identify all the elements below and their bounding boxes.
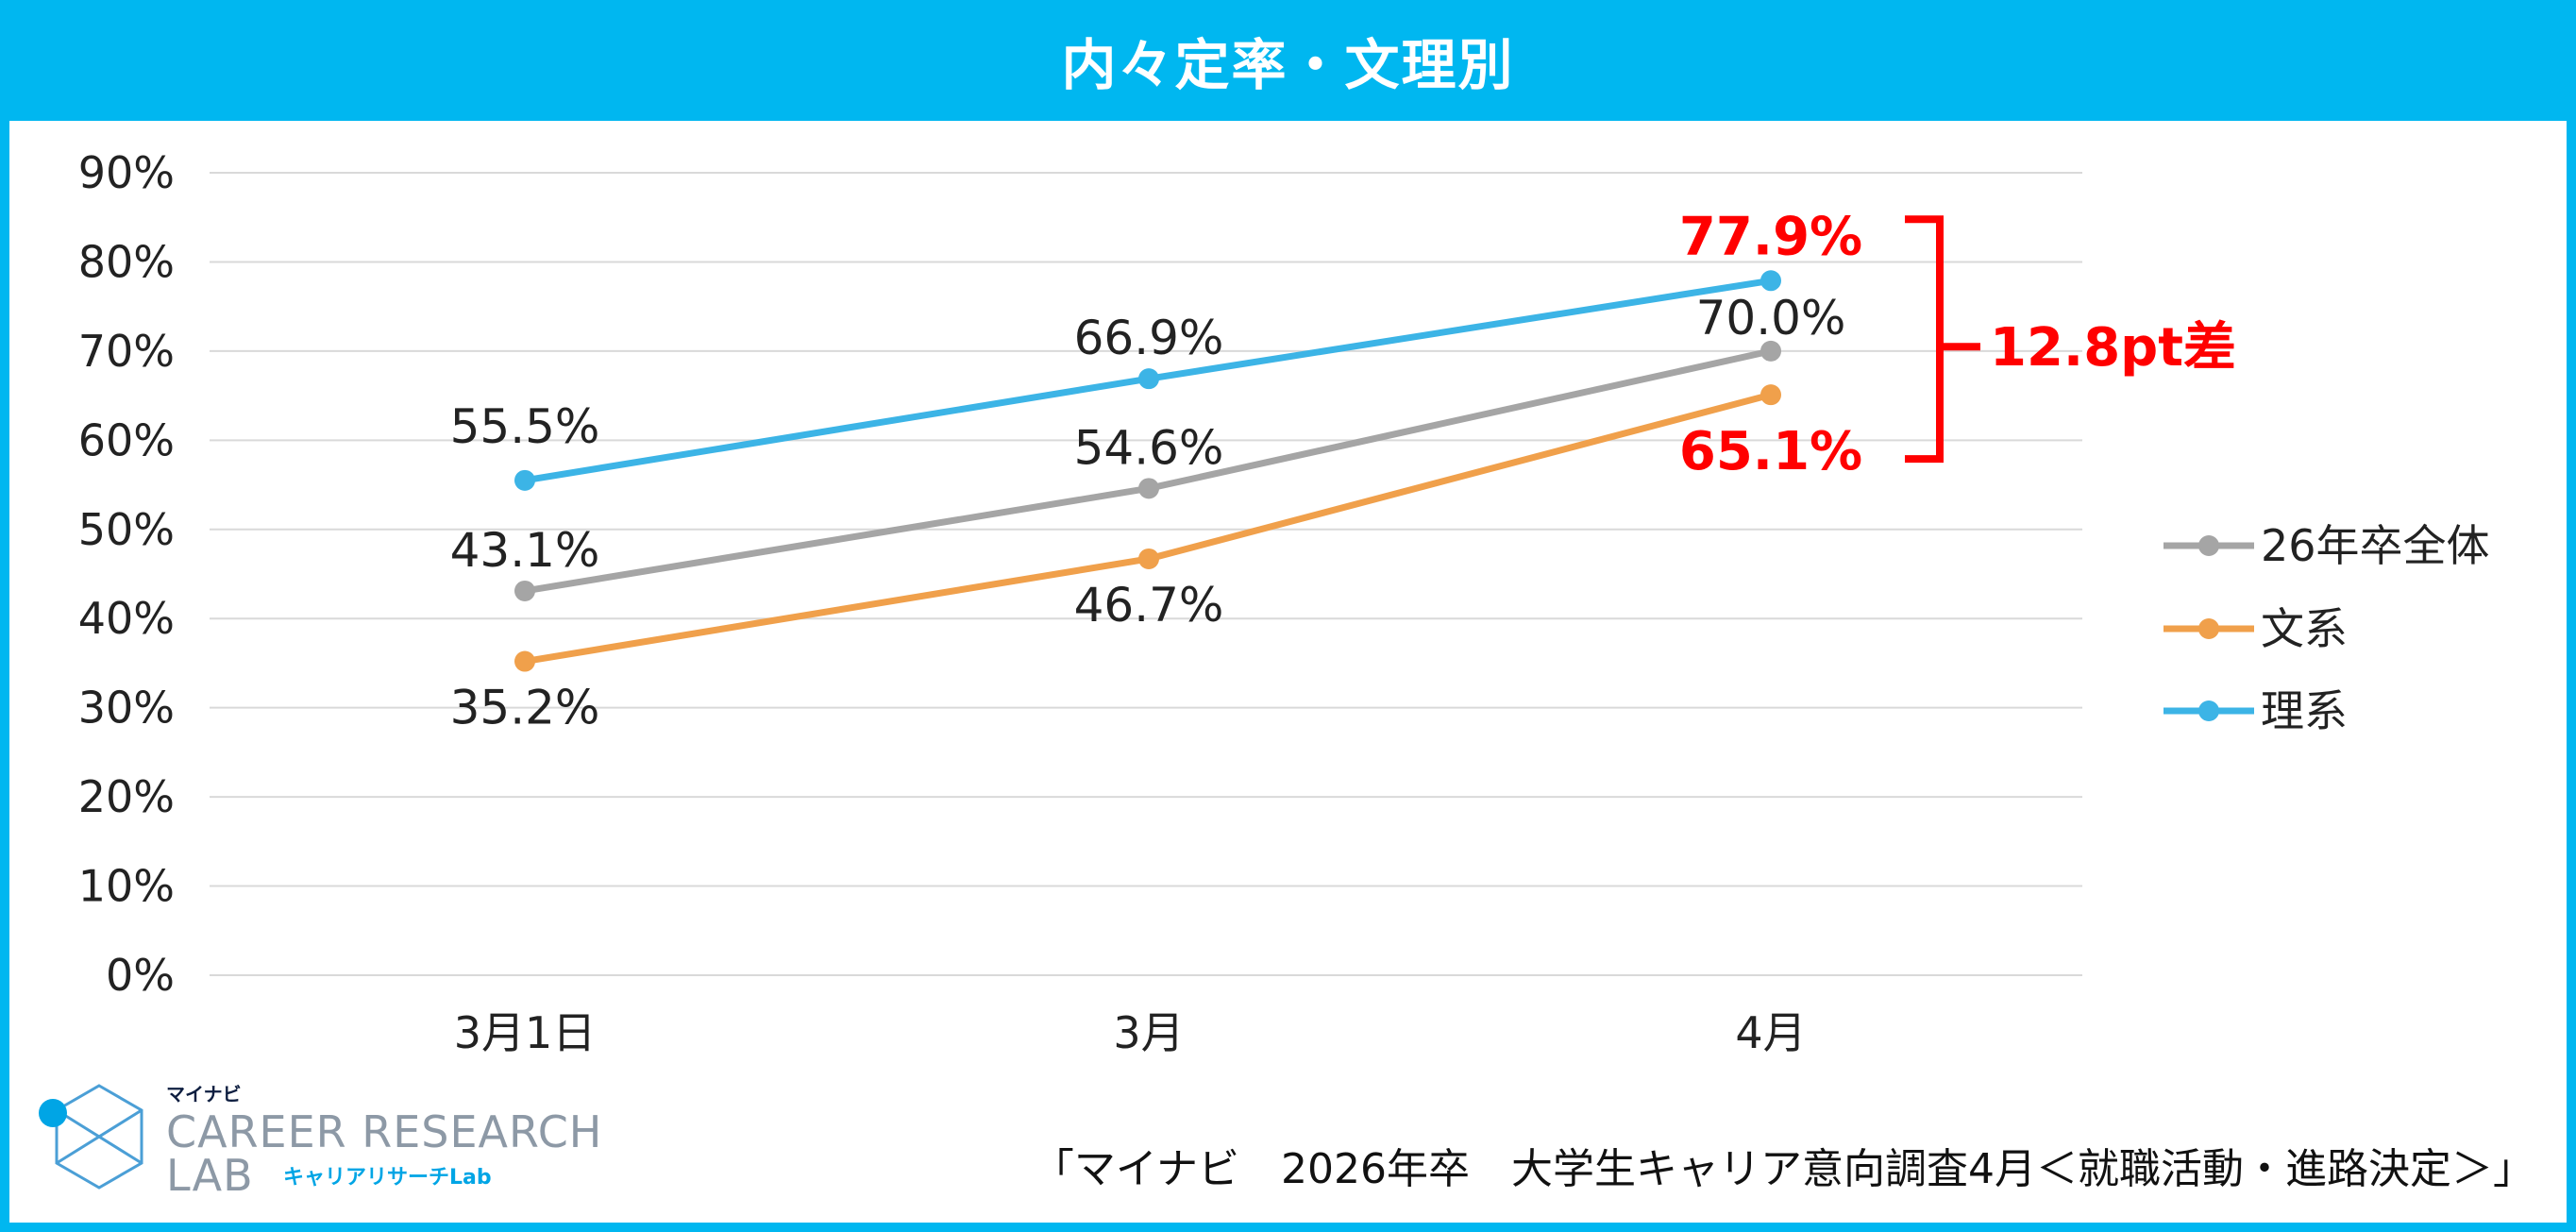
data-label: 35.2% [450,681,600,735]
y-tick-label: 80% [78,236,175,287]
data-point [514,469,535,491]
series-lines [514,270,1781,672]
logo-jp-text: キャリアリサーチLab [283,1166,492,1190]
data-point [1138,368,1159,390]
y-tick-label: 50% [78,504,175,555]
data-label: 54.6% [1074,420,1224,475]
y-axis-ticks: 90% 80% 70% 60% 50% 40% 30% 20% 10% 0% [78,147,175,1001]
legend-marker [2198,618,2219,639]
cube-logo-icon [55,1084,143,1190]
logo-line2: LAB [166,1150,254,1201]
chart-panel [9,121,2567,1223]
grid-lines [210,172,2082,976]
legend-label: 理系 [2261,685,2348,736]
legend-label: 文系 [2261,603,2348,654]
y-tick-label: 60% [78,414,175,465]
y-tick-label: 0% [106,950,175,1001]
data-label: 65.1% [1679,421,1862,482]
logo-line1: CAREER RESEARCH [166,1106,602,1157]
y-tick-label: 10% [78,861,175,912]
data-point [1760,270,1781,292]
data-point [1138,548,1159,569]
data-label: 77.9% [1679,206,1862,267]
y-tick-label: 90% [78,147,175,198]
data-point [514,580,535,601]
x-tick-label: 3月 [1113,1007,1184,1058]
legend-marker [2198,535,2219,556]
source-note: 「マイナビ 2026年卒 大学生キャリア意向調査4月＜就職活動・進路決定＞」 [1033,1145,2534,1193]
logo-small-text: マイナビ [166,1083,242,1105]
data-label: 46.7% [1074,578,1224,633]
y-tick-label: 40% [78,593,175,644]
data-point [1138,478,1159,499]
y-tick-label: 30% [78,683,175,734]
difference-label: 12.8pt差 [1990,317,2236,379]
logo-dot-icon [39,1099,67,1127]
data-label: 55.5% [450,399,600,454]
legend-marker [2198,700,2219,721]
y-tick-label: 20% [78,771,175,822]
data-label: 43.1% [450,523,600,578]
legend-label: 26年卒全体 [2261,520,2490,571]
y-tick-label: 70% [78,326,175,377]
x-tick-label: 3月1日 [454,1007,597,1058]
x-axis-ticks: 3月1日 3月 4月 [454,1007,1807,1058]
data-labels: 43.1% 54.6% 70.0% 35.2% 46.7% 65.1% 55.5% 66.9%… [450,206,1863,734]
data-label: 70.0% [1696,291,1846,346]
data-label: 66.9% [1074,311,1224,365]
data-point [1760,340,1781,362]
bracket [1905,215,1944,464]
logo: マイナビ CAREER RESEARCH LAB キャリアリサーチLab [39,1083,602,1201]
data-point [514,650,535,672]
data-point [1760,384,1781,406]
chart-title: 内々定率・文理別 [1061,33,1515,97]
x-tick-label: 4月 [1735,1007,1806,1058]
difference-annotation: 12.8pt差 [1905,215,2236,464]
